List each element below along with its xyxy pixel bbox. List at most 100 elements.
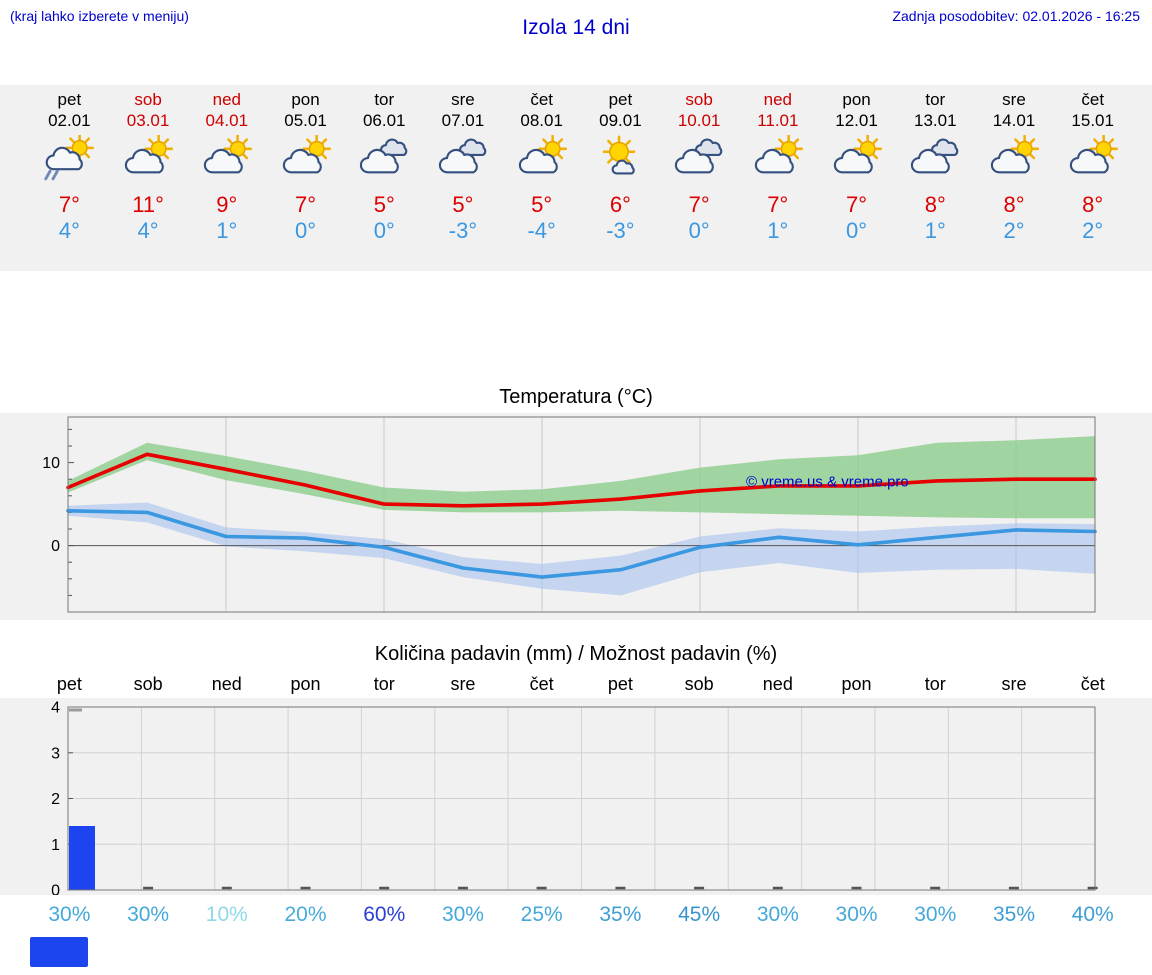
- day-date: 09.01: [599, 111, 642, 130]
- day-date: 05.01: [284, 111, 327, 130]
- sun-cloud-icon: [738, 131, 817, 189]
- forecast-day-column: pon 12.01 7° 0°: [817, 89, 896, 243]
- forecast-day-column: sre 14.01 8° 2°: [975, 89, 1054, 243]
- precip-day-label: pon: [290, 674, 321, 694]
- precipitation-chart-svg: 0 1 2 3 4: [51, 700, 1098, 900]
- day-name: sob: [134, 90, 162, 109]
- watermark-link[interactable]: © vreme.us & vreme.pro: [746, 474, 909, 491]
- precip-probability: 45%: [678, 903, 721, 926]
- high-temp: 5°: [452, 192, 474, 217]
- precip-day-label: čet: [1080, 674, 1105, 694]
- precip-day-label: čet: [529, 674, 554, 694]
- last-updated: Zadnja posodobitev: 02.01.2026 - 16:25: [892, 8, 1140, 24]
- forecast-day-column: ned 11.01 7° 1°: [738, 89, 817, 243]
- precip-probability: 40%: [1071, 903, 1114, 926]
- clouds-icon: [896, 131, 975, 189]
- precip-percent-row: 30% 30% 10% 20% 60% 30% 25% 35% 45% 30% 30% 30% 35% 4…: [30, 903, 1132, 927]
- precip-probability: 30%: [756, 903, 799, 926]
- precip-probability: 30%: [441, 903, 484, 926]
- precip-day-label: pet: [56, 674, 82, 694]
- precip-probability: 10%: [205, 903, 248, 926]
- svg-text:1: 1: [51, 837, 60, 854]
- high-temp: 7°: [58, 192, 80, 217]
- temperature-chart-svg: 0 10 © vreme.us & vreme.pro: [42, 416, 1097, 613]
- day-date: 08.01: [520, 111, 563, 130]
- sun-cloud-icon: [502, 131, 581, 189]
- low-temp: 4°: [58, 218, 80, 243]
- clouds-icon: [345, 131, 424, 189]
- precipitation-chart-title: Količina padavin (mm) / Možnost padavin …: [374, 643, 778, 665]
- low-temp: 2°: [1082, 218, 1104, 243]
- day-date: 03.01: [126, 111, 170, 130]
- forecast-day-column: ned 04.01 9° 1°: [187, 89, 266, 243]
- page-title: Izola 14 dni: [522, 16, 630, 39]
- precip-probability: 35%: [992, 903, 1035, 926]
- low-temp: -3°: [448, 218, 478, 243]
- svg-text:4: 4: [51, 700, 60, 717]
- precip-probability: 30%: [914, 903, 957, 926]
- day-name: tor: [925, 90, 946, 109]
- svg-text:0: 0: [51, 883, 60, 896]
- day-name: pet: [608, 90, 633, 109]
- high-temp: 7°: [767, 192, 789, 217]
- sun-cloud-icon: [975, 131, 1054, 189]
- sun-cloud-icon: [266, 131, 345, 189]
- svg-text:3: 3: [51, 745, 60, 762]
- precip-day-label: pon: [841, 674, 872, 694]
- precip-probability: 25%: [520, 903, 563, 926]
- day-name: čet: [530, 90, 554, 109]
- precip-probability: 35%: [599, 903, 642, 926]
- high-temp: 5°: [373, 192, 395, 217]
- day-name: tor: [374, 90, 395, 109]
- low-temp: 1°: [216, 218, 238, 243]
- clouds-icon: [660, 131, 739, 189]
- precip-probability: 30%: [127, 903, 170, 926]
- day-name: čet: [1081, 90, 1105, 109]
- day-name: ned: [212, 90, 241, 109]
- low-temp: 1°: [924, 218, 946, 243]
- day-name: pet: [57, 90, 82, 109]
- sun-cloud-icon: [817, 131, 896, 189]
- sun-cloud-icon: [1053, 131, 1132, 189]
- day-date: 15.01: [1071, 111, 1114, 130]
- day-date: 04.01: [205, 111, 249, 130]
- forecast-day-column: tor 13.01 8° 1°: [896, 89, 975, 243]
- svg-text:2: 2: [51, 791, 60, 808]
- bottom-blue-box[interactable]: [30, 937, 88, 967]
- precip-probability: 30%: [48, 903, 91, 926]
- day-date: 02.01: [48, 111, 91, 130]
- low-temp: 0°: [294, 218, 317, 243]
- day-date: 06.01: [362, 111, 406, 130]
- high-temp: 7°: [688, 192, 710, 217]
- svg-text:0: 0: [51, 538, 60, 555]
- precip-day-label: sob: [684, 674, 714, 694]
- high-temp: 5°: [531, 192, 553, 217]
- high-temp: 8°: [1003, 192, 1025, 217]
- high-temp: 8°: [924, 192, 946, 217]
- precip-day-label: sob: [133, 674, 163, 694]
- high-temp: 7°: [294, 192, 317, 217]
- precip-probability: 20%: [284, 903, 327, 926]
- day-name: sre: [1002, 90, 1026, 109]
- low-temp: 0°: [846, 218, 868, 243]
- forecast-day-column: sob 03.01 11° 4°: [109, 89, 188, 243]
- precip-day-label: sre: [1001, 674, 1027, 694]
- forecast-days: pet 02.01 7° 4° sob 03.01 11° 4° ned 04.01 9° 1° pon…: [30, 89, 1132, 243]
- svg-text:10: 10: [42, 455, 60, 472]
- high-temp: 6°: [609, 192, 631, 217]
- temperature-chart: 0 10 © vreme.us & vreme.pro: [0, 413, 1152, 620]
- day-date: 12.01: [835, 111, 878, 130]
- high-temp: 8°: [1082, 192, 1104, 217]
- low-temp: -3°: [606, 218, 635, 243]
- sun-cloud-rain-icon: [30, 131, 109, 189]
- day-name: sre: [451, 90, 475, 109]
- precip-bar: [69, 826, 95, 890]
- precip-day-label: ned: [762, 674, 793, 694]
- day-name: sob: [685, 90, 713, 109]
- low-temp: 1°: [767, 218, 789, 243]
- precip-day-label: ned: [211, 674, 242, 694]
- menu-hint: (kraj lahko izberete v meniju): [10, 8, 189, 24]
- high-temp: 11°: [132, 192, 164, 217]
- day-date: 14.01: [992, 111, 1036, 130]
- low-temp: -4°: [527, 218, 556, 243]
